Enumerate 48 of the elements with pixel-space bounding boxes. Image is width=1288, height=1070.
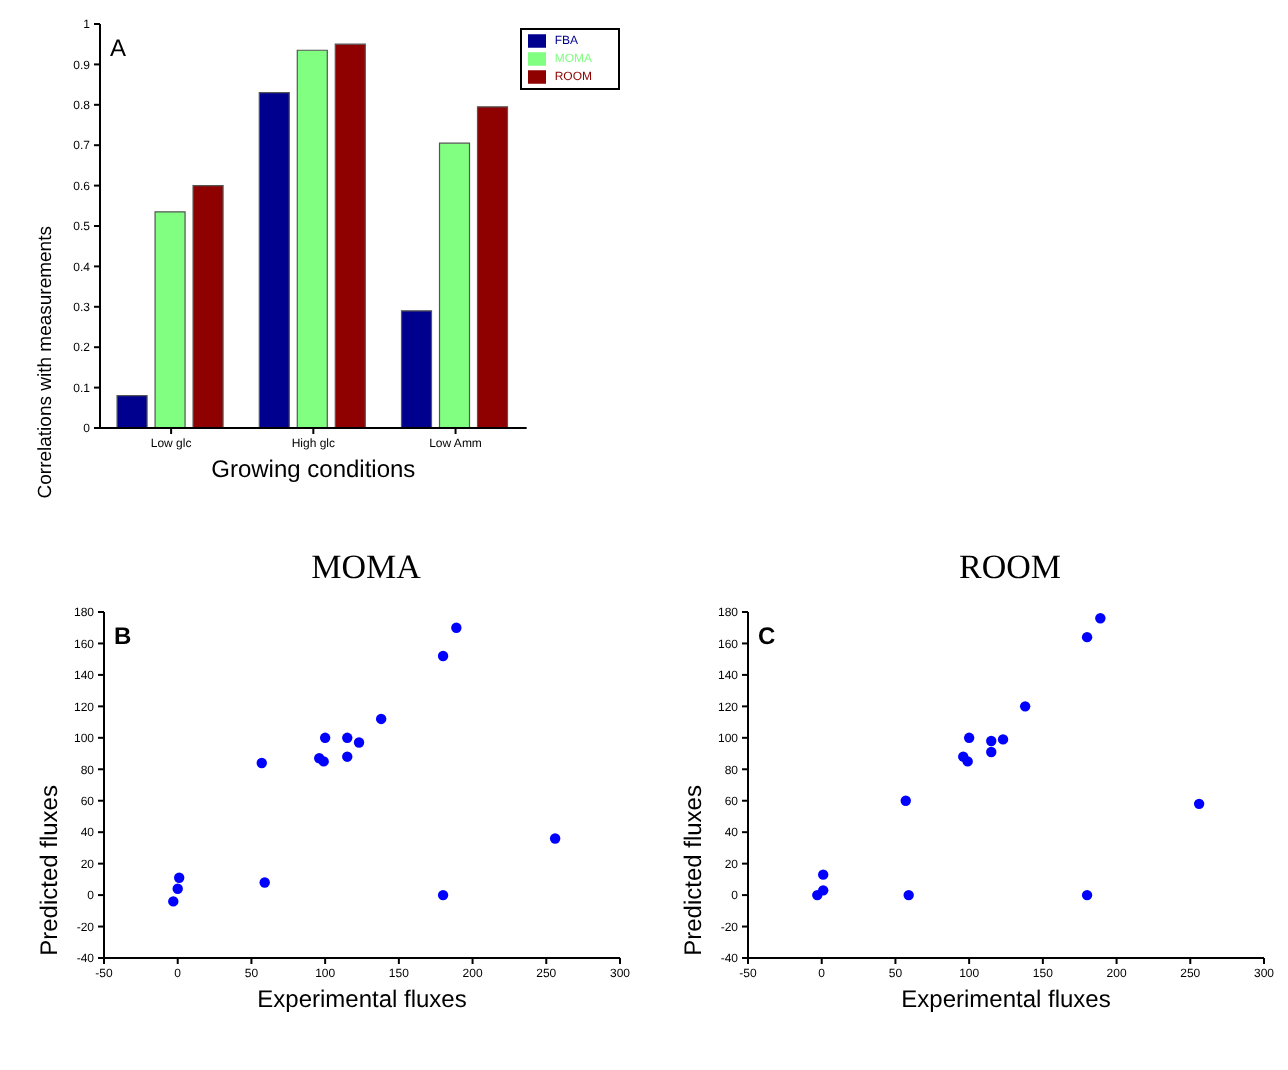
x-axis-title: Experimental fluxes xyxy=(257,985,467,1014)
point xyxy=(1193,798,1205,810)
point xyxy=(168,896,179,907)
bar xyxy=(296,49,328,428)
point xyxy=(963,732,975,744)
y-axis-title: Predicted fluxes xyxy=(678,785,707,956)
point xyxy=(817,885,829,896)
y-axis-title: Predicted fluxes xyxy=(34,785,63,956)
bar xyxy=(438,142,471,428)
point xyxy=(986,735,997,747)
point xyxy=(1081,631,1093,643)
point xyxy=(1095,613,1106,624)
chart-title: MOMA xyxy=(309,546,423,590)
annotation: C xyxy=(758,622,776,650)
bar xyxy=(476,106,509,428)
bar xyxy=(400,310,433,428)
point xyxy=(375,713,387,725)
bar xyxy=(334,43,366,428)
point xyxy=(900,795,911,806)
point xyxy=(172,883,183,894)
point xyxy=(903,889,914,901)
point xyxy=(319,732,331,744)
point xyxy=(962,756,973,767)
point xyxy=(451,622,462,633)
point xyxy=(1019,701,1031,712)
annotation: B xyxy=(114,622,132,650)
bar xyxy=(116,395,148,428)
point xyxy=(437,889,449,901)
point xyxy=(256,757,267,769)
y-axis-title: Correlations with measurements xyxy=(34,225,57,499)
x-axis-title: Experimental fluxes xyxy=(901,985,1111,1014)
point xyxy=(342,751,353,762)
point xyxy=(437,650,449,662)
point xyxy=(817,869,829,880)
point xyxy=(342,732,353,744)
point xyxy=(997,734,1009,745)
point xyxy=(353,737,365,748)
point xyxy=(1081,889,1093,901)
point xyxy=(173,872,185,883)
bar xyxy=(258,92,290,428)
x-axis-title: Growing conditions xyxy=(211,455,416,484)
chart-title: ROOM xyxy=(956,546,1063,590)
annotation: A xyxy=(110,34,127,62)
bar xyxy=(192,185,224,428)
bar xyxy=(154,211,186,428)
point xyxy=(259,877,270,888)
point xyxy=(986,746,997,758)
point xyxy=(549,833,561,844)
